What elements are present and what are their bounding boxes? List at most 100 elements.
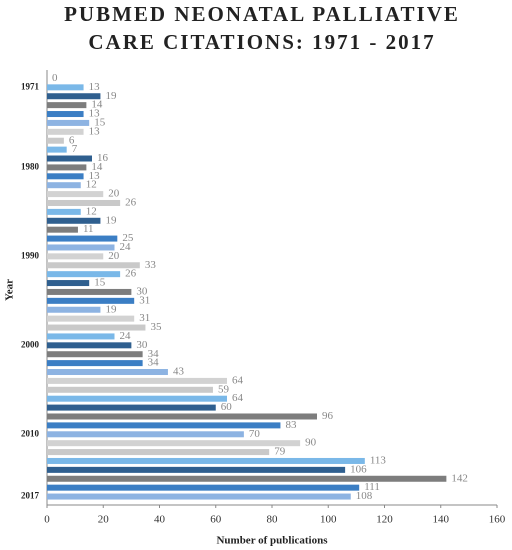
bar [47,484,360,491]
bar [47,324,146,331]
bar [47,351,143,358]
bar [47,191,104,198]
value-label: 24 [120,330,132,342]
value-label: 16 [97,152,109,164]
x-tick-label: 80 [267,514,279,526]
value-label: 35 [150,321,162,333]
bar [47,475,447,482]
value-label: 12 [86,205,97,217]
bar [47,271,121,278]
y-tick-label: 2010 [21,428,40,438]
value-label: 12 [86,179,97,191]
bar [47,244,115,251]
bar [47,84,84,91]
value-label: 31 [139,312,150,324]
value-label: 106 [350,463,367,475]
value-label: 6 [69,134,75,146]
bar [47,173,84,180]
bar [47,102,87,109]
x-tick-label: 100 [320,514,337,526]
value-label: 11 [83,223,94,235]
value-label: 20 [108,250,120,262]
bar [47,297,135,304]
value-label: 79 [274,446,286,458]
value-label: 13 [89,125,101,137]
x-tick-label: 40 [154,514,166,526]
x-tick-label: 20 [98,514,110,526]
bar [47,342,132,349]
value-label: 31 [139,294,150,306]
bar [47,280,90,287]
y-tick-label: 1980 [21,161,40,171]
bar [47,457,365,464]
x-tick-label: 120 [376,514,393,526]
bar [47,466,346,473]
y-tick-label: 2000 [21,339,40,349]
chart-title: PUBMED NEONATAL PALLIATIVE [64,2,460,26]
bar [47,262,140,269]
value-label: 59 [218,383,230,395]
value-label: 19 [105,214,117,226]
bar [47,226,78,233]
y-tick-label: 1971 [21,81,40,91]
y-tick-label: 2017 [21,491,40,501]
value-label: 60 [221,401,233,413]
value-label: 70 [249,428,261,440]
value-label: 142 [451,472,468,484]
value-label: 20 [108,188,120,200]
value-label: 111 [364,481,380,493]
value-label: 90 [305,437,317,449]
value-label: 43 [173,366,185,378]
value-label: 25 [122,232,134,244]
bar [47,333,115,340]
y-tick-label: 1990 [21,250,40,260]
bar [47,182,81,189]
value-label: 64 [232,374,244,386]
bar [47,493,351,500]
x-tick-label: 60 [210,514,222,526]
bar [47,146,67,153]
bar [47,155,92,162]
value-label: 14 [91,99,103,111]
value-label: 83 [285,419,297,431]
value-label: 64 [232,392,244,404]
bar [47,431,244,438]
value-label: 30 [136,339,148,351]
x-tick-label: 140 [433,514,450,526]
value-label: 14 [91,161,103,173]
bar [47,413,317,420]
bar [47,386,213,393]
value-label: 34 [148,348,160,360]
value-label: 30 [136,285,148,297]
chart-title: CARE CITATIONS: 1971 - 2017 [88,30,435,54]
bar [47,404,216,411]
x-tick-label: 0 [44,514,50,526]
bar [47,422,281,429]
bar [47,128,84,135]
value-label: 15 [94,116,106,128]
value-label: 13 [89,170,101,182]
value-label: 33 [145,259,157,271]
value-label: 26 [125,268,137,280]
bar [47,315,135,322]
value-label: 24 [120,241,132,253]
bar [47,306,101,313]
value-label: 34 [148,357,160,369]
value-label: 7 [72,143,78,155]
bar [47,235,118,242]
value-label: 108 [356,490,373,502]
bar [47,440,301,447]
value-label: 96 [322,410,334,422]
bar [47,395,227,402]
bar [47,208,81,215]
value-label: 113 [370,455,387,467]
bar [47,93,101,100]
bar [47,111,84,118]
bar [47,137,64,144]
bar [47,449,270,456]
bar [47,199,121,206]
value-label: 13 [89,81,101,93]
value-label: 19 [105,303,117,315]
bar [47,253,104,260]
